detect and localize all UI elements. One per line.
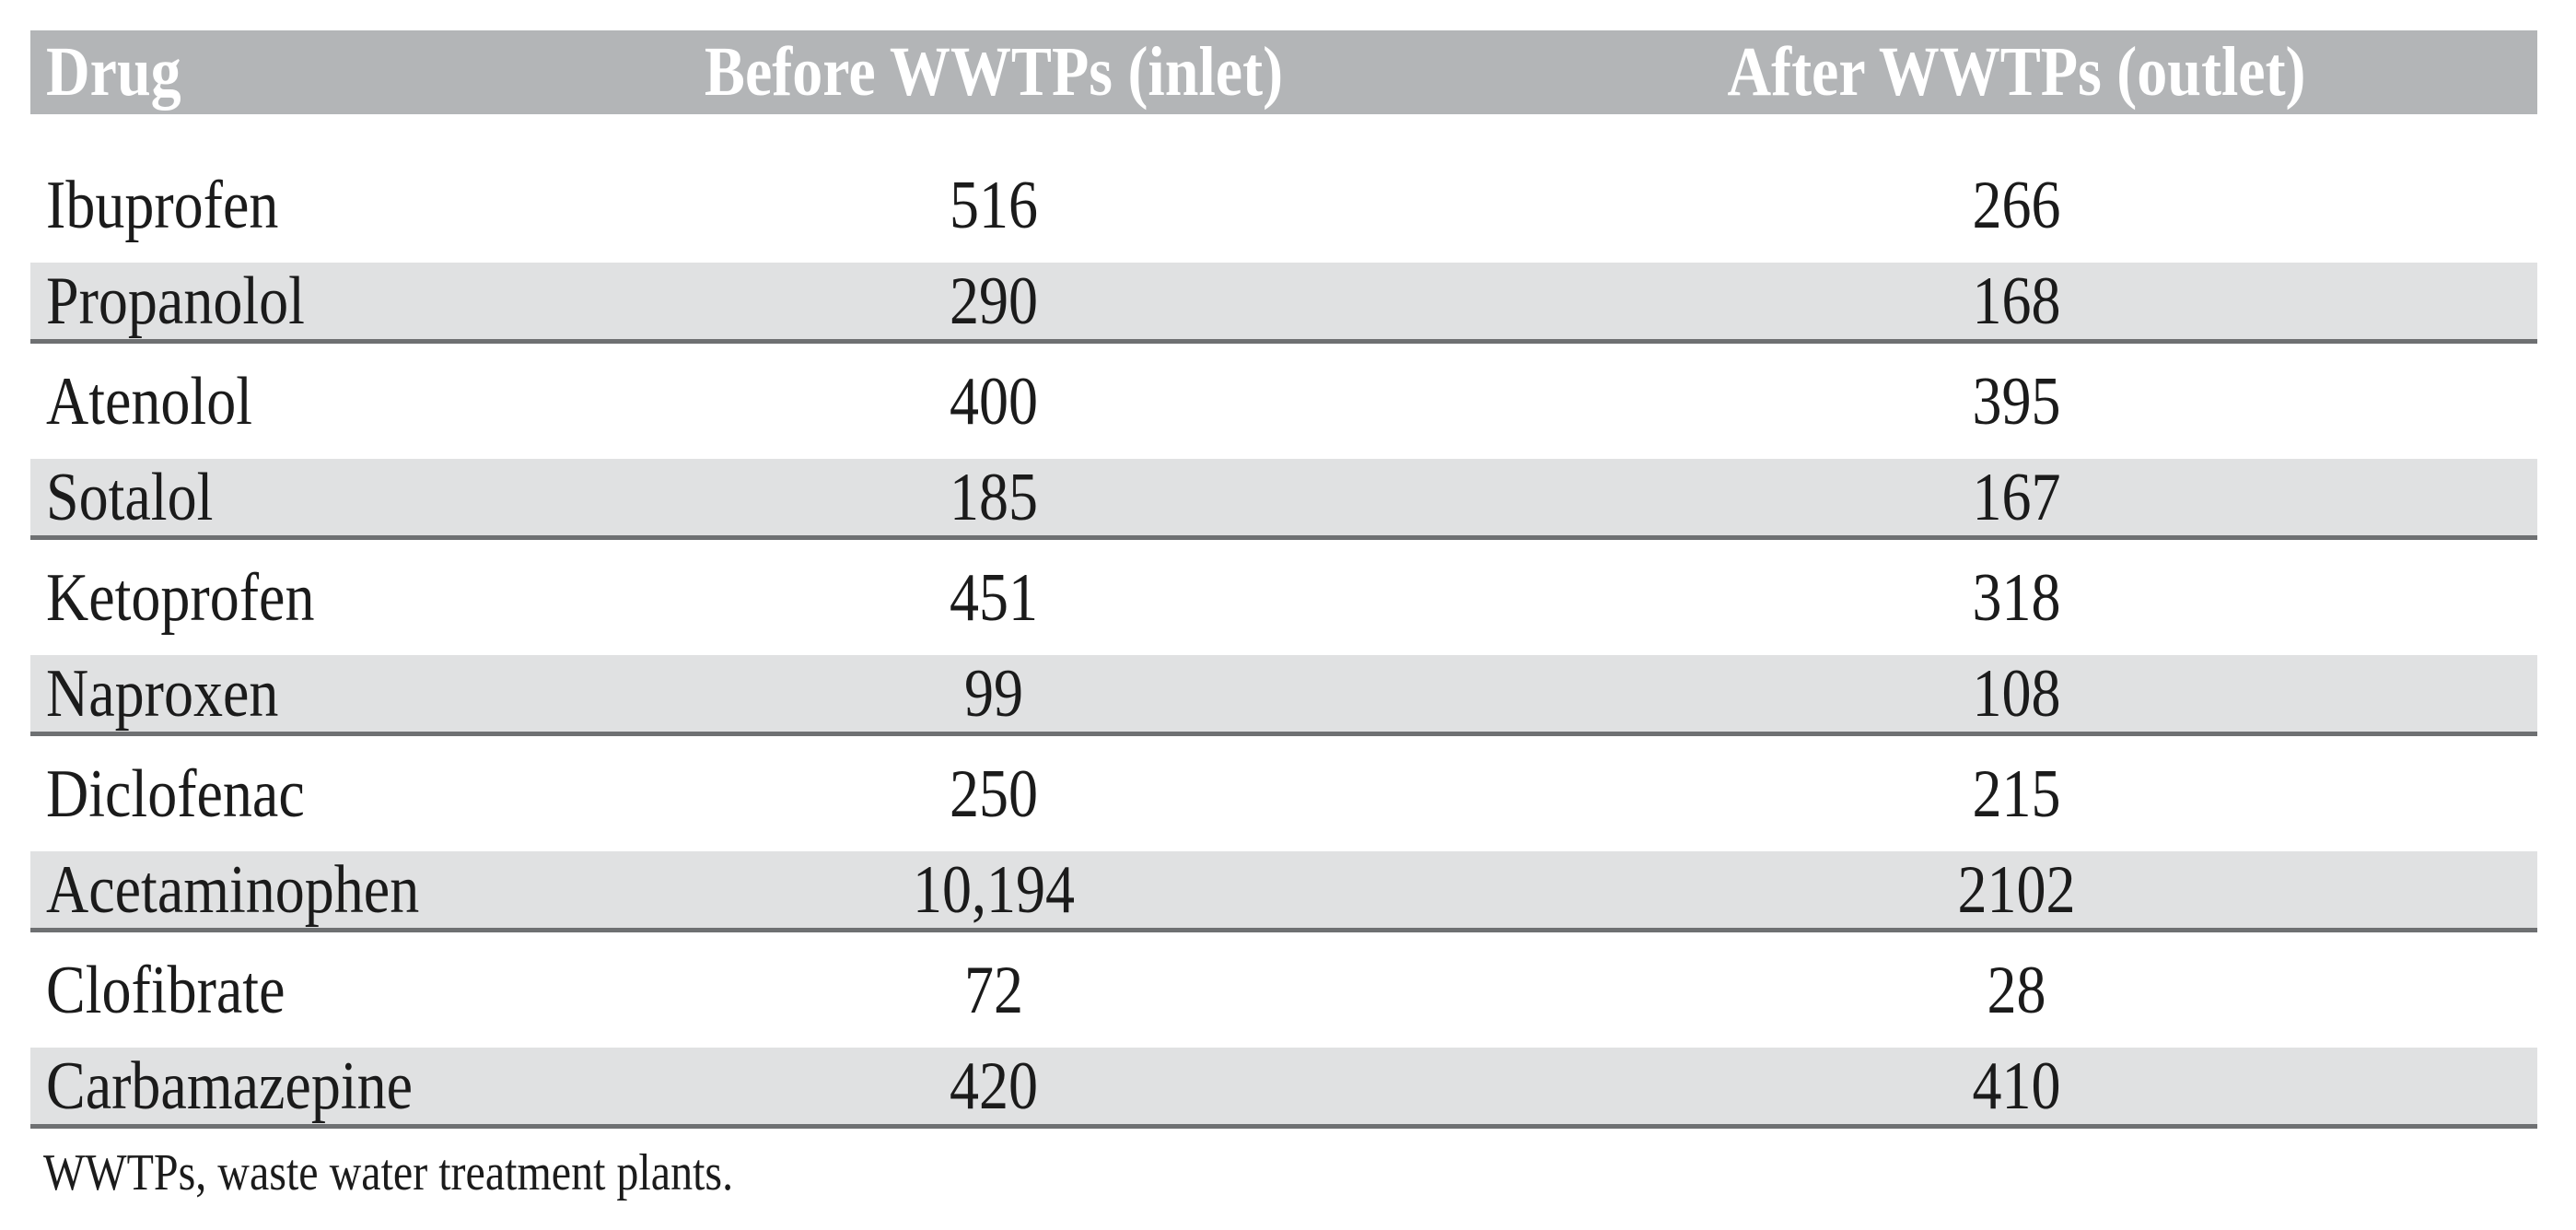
drug-name: Atenolol (46, 362, 252, 439)
column-header-after-wwtps: After WWTPs (outlet) (1496, 36, 2537, 107)
inlet-value: 99 (964, 654, 1023, 731)
inlet-value-cell: 290 (492, 265, 1496, 334)
outlet-value-cell: 266 (1496, 170, 2537, 238)
outlet-value-cell: 318 (1496, 562, 2537, 630)
outlet-value-cell: 2102 (1496, 854, 2537, 922)
inlet-value-cell: 420 (492, 1050, 1496, 1119)
outlet-value: 215 (1972, 755, 2061, 831)
drug-name: Ibuprofen (46, 166, 279, 242)
inlet-value-cell: 516 (492, 170, 1496, 238)
inlet-value-cell: 250 (492, 758, 1496, 826)
drug-name: Carbamazepine (46, 1047, 413, 1123)
drug-name-cell: Diclofenac (30, 758, 492, 826)
table-header-row: Drug Before WWTPs (inlet) After WWTPs (o… (30, 30, 2537, 114)
header-gap (30, 114, 2537, 147)
outlet-value: 318 (1972, 558, 2061, 635)
drug-name-cell: Carbamazepine (30, 1050, 492, 1119)
table-footnote-text: WWTPs, waste water treatment plants. (43, 1144, 734, 1201)
inlet-value: 185 (950, 458, 1038, 534)
outlet-value: 266 (1972, 166, 2061, 242)
inlet-value: 290 (950, 262, 1038, 338)
table-footnote: WWTPs, waste water treatment plants. (43, 1144, 2537, 1201)
drug-concentration-table: Drug Before WWTPs (inlet) After WWTPs (o… (30, 30, 2537, 1201)
column-header-drug: Drug (30, 36, 492, 107)
outlet-value-cell: 167 (1496, 462, 2537, 530)
outlet-value-cell: 395 (1496, 366, 2537, 434)
column-header-before-wwtps: Before WWTPs (inlet) (492, 36, 1496, 107)
inlet-value: 516 (950, 166, 1038, 242)
drug-name: Sotalol (46, 458, 214, 534)
table-row: Acetaminophen 10,194 2102 (30, 851, 2537, 932)
outlet-value-cell: 410 (1496, 1050, 2537, 1119)
inlet-value: 451 (950, 558, 1038, 635)
drug-name-cell: Clofibrate (30, 955, 492, 1023)
table-row: Sotalol 185 167 (30, 459, 2537, 540)
table-body: Ibuprofen 516 266 Propanolol 290 168 Ate… (30, 147, 2537, 1129)
drug-name-cell: Propanolol (30, 265, 492, 334)
table-row: Atenolol 400 395 (30, 344, 2537, 459)
outlet-value-cell: 108 (1496, 658, 2537, 726)
drug-name: Ketoprofen (46, 558, 315, 635)
table-row: Clofibrate 72 28 (30, 932, 2537, 1048)
table-row: Carbamazepine 420 410 (30, 1048, 2537, 1129)
drug-name: Clofibrate (46, 951, 286, 1027)
outlet-value-cell: 168 (1496, 265, 2537, 334)
inlet-value: 10,194 (913, 850, 1075, 927)
outlet-value: 168 (1972, 262, 2061, 338)
table-row: Ibuprofen 516 266 (30, 147, 2537, 263)
drug-name: Diclofenac (46, 755, 305, 831)
column-header-after-wwtps-label: After WWTPs (outlet) (1727, 32, 2306, 111)
drug-name-cell: Naproxen (30, 658, 492, 726)
drug-name-cell: Ketoprofen (30, 562, 492, 630)
inlet-value: 400 (950, 362, 1038, 439)
inlet-value: 250 (950, 755, 1038, 831)
outlet-value-cell: 215 (1496, 758, 2537, 826)
table-row: Naproxen 99 108 (30, 655, 2537, 736)
outlet-value: 2102 (1957, 850, 2076, 927)
inlet-value-cell: 400 (492, 366, 1496, 434)
drug-name-cell: Ibuprofen (30, 170, 492, 238)
drug-name-cell: Atenolol (30, 366, 492, 434)
inlet-value-cell: 72 (492, 955, 1496, 1023)
outlet-value: 395 (1972, 362, 2061, 439)
table-row: Ketoprofen 451 318 (30, 540, 2537, 655)
inlet-value: 72 (964, 951, 1023, 1027)
outlet-value: 410 (1972, 1047, 2061, 1123)
inlet-value-cell: 185 (492, 462, 1496, 530)
drug-name: Propanolol (46, 262, 305, 338)
drug-name-cell: Sotalol (30, 462, 492, 530)
inlet-value: 420 (950, 1047, 1038, 1123)
inlet-value-cell: 10,194 (492, 854, 1496, 922)
drug-name: Acetaminophen (46, 850, 420, 927)
inlet-value-cell: 99 (492, 658, 1496, 726)
inlet-value-cell: 451 (492, 562, 1496, 630)
column-header-drug-label: Drug (46, 32, 181, 111)
column-header-before-wwtps-label: Before WWTPs (inlet) (704, 32, 1284, 111)
outlet-value: 167 (1972, 458, 2061, 534)
table-row: Propanolol 290 168 (30, 263, 2537, 344)
outlet-value-cell: 28 (1496, 955, 2537, 1023)
outlet-value: 28 (1987, 951, 2046, 1027)
table-row: Diclofenac 250 215 (30, 736, 2537, 851)
outlet-value: 108 (1972, 654, 2061, 731)
drug-name-cell: Acetaminophen (30, 854, 492, 922)
drug-name: Naproxen (46, 654, 279, 731)
